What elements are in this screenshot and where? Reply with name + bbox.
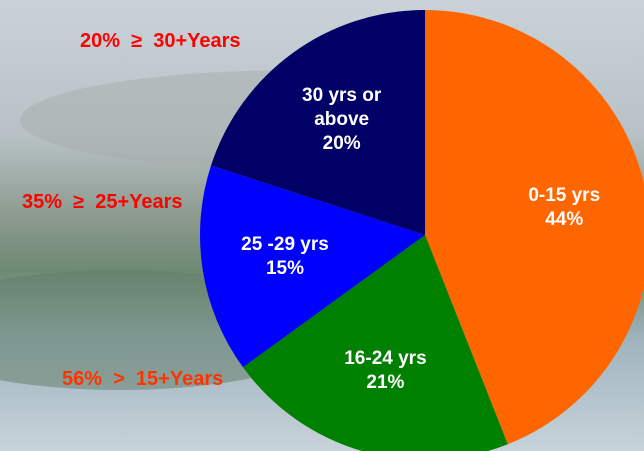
value-label: 21% [366,372,405,394]
pie-slice [242,235,508,451]
pie-slice [211,10,425,235]
category-label: 0-15 yrs [528,185,601,207]
pie-slice [425,10,644,445]
category-label: 25 -29 yrs [241,234,329,256]
slice-label: 16-24 yrs 21% [320,347,450,395]
slice-label: 25 -29 yrs 15% [220,233,350,281]
slice-label: 0-15 yrs 44% [499,184,629,232]
annotation: 35% ≥ 25+Years [22,191,183,213]
pie-slice [199,165,425,368]
value-label: 20% [322,133,361,155]
slice-label: 30 yrs or above 20% [277,84,407,156]
category-label: 30 yrs or above [302,85,382,131]
annotation: 20% ≥ 30+Years [80,30,241,52]
category-label: 16-24 yrs [344,348,427,370]
value-label: 44% [545,209,584,231]
annotation: 56% > 15+Years [62,368,224,390]
value-label: 15% [265,258,304,280]
